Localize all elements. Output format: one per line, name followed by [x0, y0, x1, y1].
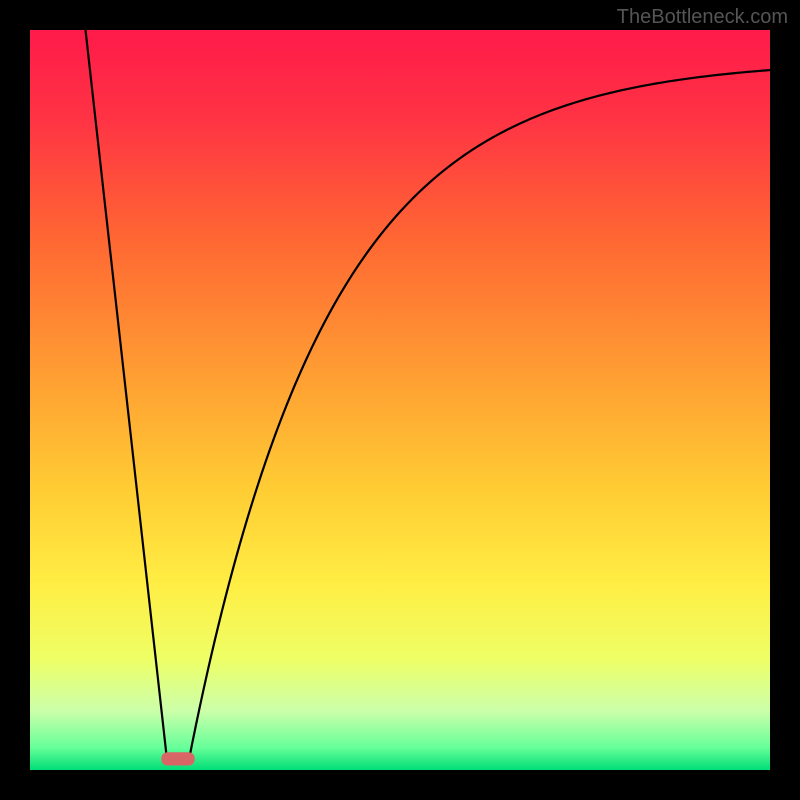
bottleneck-chart: TheBottleneck.com	[0, 0, 800, 800]
watermark-text: TheBottleneck.com	[617, 6, 788, 29]
plot-background	[30, 30, 770, 770]
chart-svg	[0, 0, 800, 800]
bottleneck-marker	[161, 752, 194, 765]
